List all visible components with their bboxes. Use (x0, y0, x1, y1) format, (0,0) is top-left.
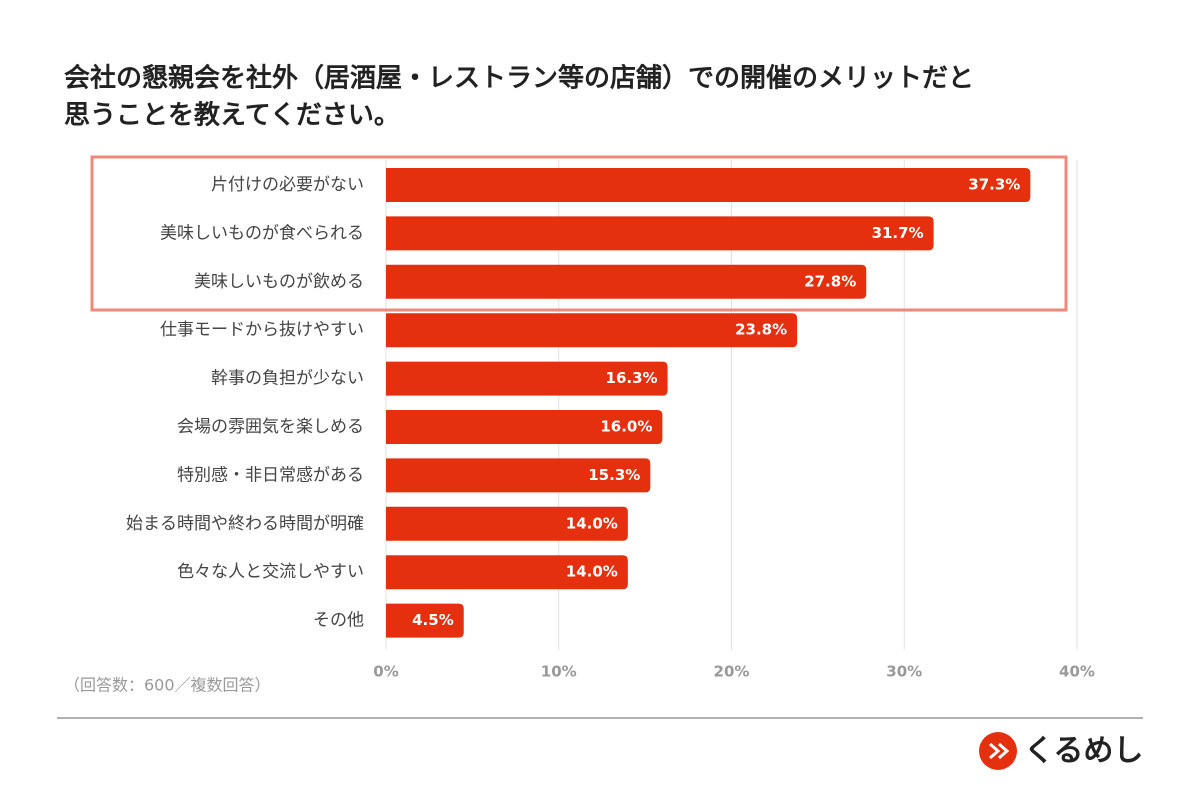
bar (386, 361, 668, 396)
bar (386, 555, 628, 590)
value-label: 14.0% (566, 563, 618, 581)
bar (386, 458, 651, 493)
value-label: 31.7% (872, 224, 924, 242)
value-label: 4.5% (412, 611, 454, 629)
brand: くるめし (1024, 734, 1143, 769)
y-tick-label: 始まる時間や終わる時間が明確 (126, 514, 364, 534)
bar (386, 168, 1031, 202)
value-label: 16.3% (606, 369, 658, 387)
y-tick-label: 美味しいものが食べられる (160, 223, 364, 243)
bar (386, 264, 867, 299)
bar (386, 603, 464, 638)
highlight-box (90, 155, 1068, 312)
x-tick-label: 20% (714, 663, 750, 681)
y-tick-label: 片付けの必要がない (211, 175, 364, 195)
y-tick-label: その他 (313, 611, 364, 631)
bar (386, 410, 663, 444)
value-label: 16.0% (600, 418, 652, 436)
bar (386, 216, 934, 251)
y-tick-label: 美味しいものが飲める (194, 272, 364, 292)
x-tick-label: 30% (886, 663, 922, 681)
value-label: 23.8% (735, 321, 787, 339)
chart-title: 思うことを教えてください。 (64, 101, 400, 131)
chart-title: 会社の懇親会を社外（居酒屋・レストラン等の店舗）での開催のメリットだと (64, 63, 974, 94)
bar (386, 506, 628, 541)
x-tick-label: 10% (541, 663, 577, 681)
value-label: 37.3% (968, 176, 1020, 194)
note: （回答数：600／複数回答） (64, 676, 271, 695)
value-label: 27.8% (804, 272, 856, 290)
value-label: 15.3% (588, 466, 640, 484)
x-tick-label: 0% (373, 663, 398, 681)
y-tick-label: 会場の雰囲気を楽しめる (177, 417, 364, 437)
value-label: 14.0% (566, 514, 618, 532)
logo-icon (979, 732, 1017, 770)
bar (386, 313, 798, 348)
y-tick-label: 特別感・非日常感がある (177, 465, 364, 485)
x-tick-label: 40% (1059, 663, 1095, 681)
y-tick-label: 仕事モードから抜けやすい (160, 320, 364, 340)
y-tick-label: 幹事の負担が少ない (211, 368, 364, 389)
y-tick-label: 色々な人と交流しやすい (177, 562, 364, 582)
